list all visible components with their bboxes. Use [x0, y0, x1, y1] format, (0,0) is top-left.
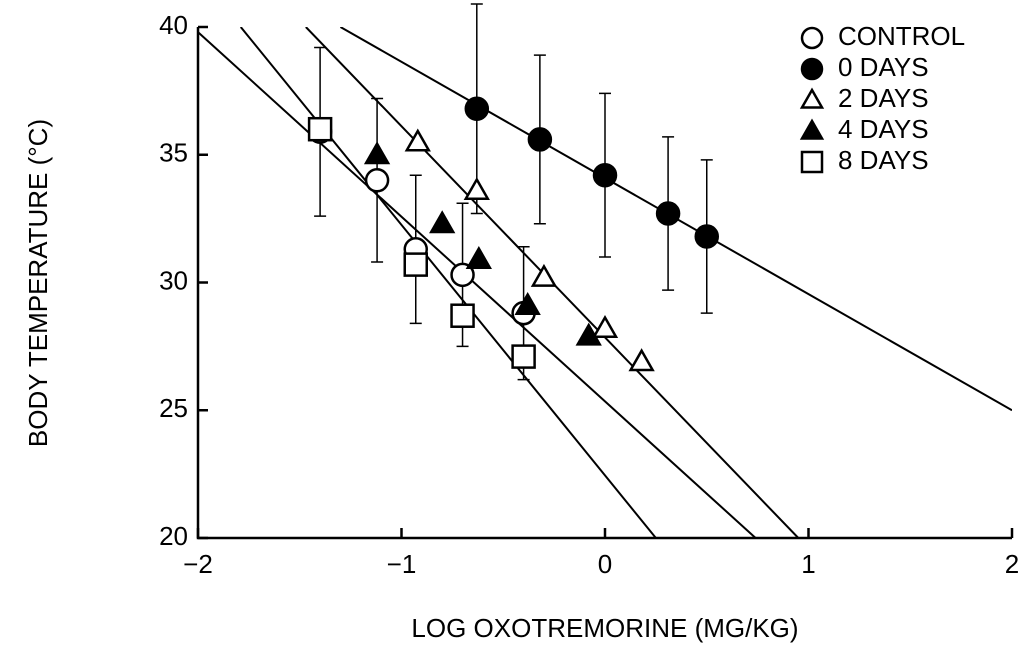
legend-label: CONTROL — [838, 21, 965, 51]
legend-marker — [799, 87, 825, 109]
legend-label: 8 DAYS — [838, 145, 929, 175]
point — [307, 116, 333, 142]
y-tick-label: 25 — [159, 393, 188, 423]
point — [655, 201, 681, 226]
point — [592, 162, 618, 188]
point — [530, 263, 558, 287]
x-tick-label: 0 — [598, 549, 612, 579]
point — [628, 348, 655, 372]
point — [429, 210, 456, 234]
x-tick-label: 2 — [1005, 549, 1019, 579]
point — [465, 245, 492, 270]
point — [511, 344, 536, 369]
legend-label: 2 DAYS — [838, 83, 929, 113]
fit-line — [198, 31, 757, 538]
y-tick-label: 35 — [159, 138, 188, 168]
legend-label: 4 DAYS — [838, 114, 929, 144]
point — [463, 177, 490, 201]
point — [403, 252, 428, 277]
x-tick-label: 1 — [801, 549, 815, 579]
y-tick-label: 30 — [159, 265, 188, 295]
x-tick-label: −1 — [387, 549, 417, 579]
legend-marker — [800, 57, 824, 81]
point — [364, 168, 390, 193]
point — [464, 96, 490, 122]
legend-label: 0 DAYS — [838, 52, 929, 82]
legend-marker — [799, 118, 825, 140]
point — [591, 314, 619, 338]
legend-marker — [800, 26, 824, 50]
point — [527, 127, 553, 152]
point — [404, 128, 431, 152]
point — [514, 291, 541, 315]
y-tick-label: 20 — [159, 521, 188, 551]
y-axis-label: BODY TEMPERATURE (°C) — [23, 119, 53, 447]
legend-marker — [800, 150, 824, 174]
x-tick-label: −2 — [183, 549, 213, 579]
fit-line — [239, 27, 657, 538]
x-axis-label: LOG OXOTREMORINE (MG/KG) — [411, 613, 798, 643]
point — [363, 141, 391, 165]
point — [450, 262, 475, 288]
point — [694, 224, 719, 249]
point — [575, 322, 602, 346]
y-tick-label: 40 — [159, 10, 188, 40]
point — [450, 303, 475, 328]
